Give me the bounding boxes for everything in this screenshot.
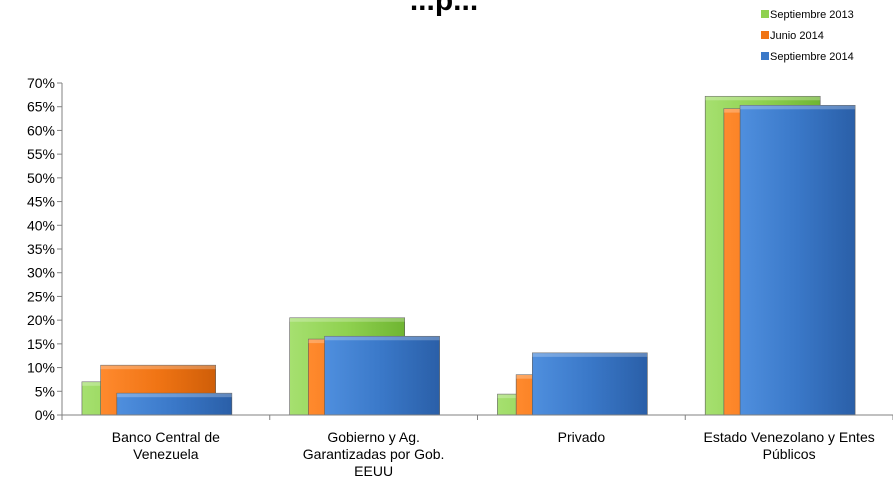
legend-item: Septiembre 2014 <box>761 51 854 63</box>
legend-swatch <box>761 52 769 60</box>
y-tick-label: 40% <box>27 217 55 233</box>
y-tick-label: 35% <box>27 241 55 257</box>
bar <box>739 104 856 416</box>
x-category-label: Banco Central de Venezuela <box>112 429 220 462</box>
bar <box>116 392 233 416</box>
y-tick-label: 30% <box>27 265 55 281</box>
legend-label: Septiembre 2014 <box>770 51 854 63</box>
y-tick-label: 65% <box>27 99 55 115</box>
legend-label: Septiembre 2013 <box>770 9 854 21</box>
y-tick-label: 20% <box>27 312 55 328</box>
legend-swatch <box>761 10 769 18</box>
y-tick-label: 15% <box>27 336 55 352</box>
y-tick-label: 10% <box>27 360 55 376</box>
bars <box>81 95 856 416</box>
y-tick-label: 50% <box>27 170 55 186</box>
y-tick-label: 5% <box>35 383 55 399</box>
bar <box>324 335 440 416</box>
y-tick-label: 60% <box>27 122 55 138</box>
bar <box>532 352 648 416</box>
y-tick-label: 45% <box>27 194 55 210</box>
x-category-label: Estado Venezolano y Entes Públicos <box>704 429 875 462</box>
y-tick-label: 0% <box>35 407 55 423</box>
legend-swatch <box>761 31 769 39</box>
chart-title: ...p... <box>410 0 478 17</box>
legend-item: Septiembre 2013 <box>761 9 854 21</box>
y-tick-label: 25% <box>27 288 55 304</box>
x-axis: Banco Central de Venezuela Gobierno y Ag. G… <box>61 414 893 479</box>
x-category-label: Privado <box>558 429 606 445</box>
x-category-label: Gobierno y Ag. Garantizadas por Gob. EEUU <box>303 429 445 479</box>
legend: Septiembre 2013 Junio 2014 Septiembre 2014 <box>761 9 854 63</box>
y-axis: 0% 5% 10% 15% 20% 25% 30% 35% 40% 45% 50% 55% 60% 65%… <box>27 75 63 423</box>
y-tick-label: 70% <box>27 75 55 91</box>
legend-item: Junio 2014 <box>761 30 824 42</box>
y-tick-label: 55% <box>27 146 55 162</box>
legend-label: Junio 2014 <box>770 30 824 42</box>
